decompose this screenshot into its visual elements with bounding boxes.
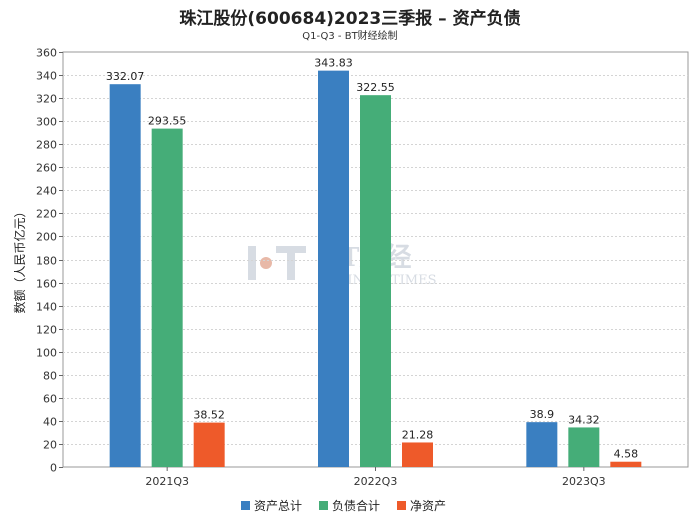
- y-tick-label: 300: [36, 116, 57, 129]
- chart-title: 珠江股份(600684)2023三季报 – 资产负债: [179, 9, 521, 29]
- bar: [568, 427, 600, 467]
- x-tick-label: 2022Q3: [354, 475, 398, 488]
- bar: [610, 461, 642, 467]
- data-label: 293.55: [148, 115, 187, 128]
- y-tick-label: 120: [36, 324, 57, 337]
- data-label: 34.32: [568, 413, 600, 426]
- y-tick-label: 40: [43, 416, 57, 429]
- chart-subtitle: Q1-Q3 - BT财经绘制: [302, 31, 398, 42]
- bar: [151, 128, 183, 467]
- bar: [193, 422, 225, 467]
- y-tick-label: 260: [36, 162, 57, 175]
- data-label: 322.55: [356, 81, 395, 94]
- legend-label: 净资产: [410, 499, 446, 513]
- legend-label: 负债合计: [332, 498, 380, 513]
- y-tick-label: 20: [43, 439, 57, 452]
- y-tick-label: 360: [36, 47, 57, 60]
- y-axis-label: 数额（人民币亿元）: [12, 205, 27, 313]
- data-label: 4.58: [614, 448, 639, 461]
- x-tick-label: 2021Q3: [145, 475, 189, 488]
- data-label: 332.07: [106, 70, 145, 83]
- y-tick-label: 340: [36, 70, 57, 83]
- data-label: 38.52: [193, 409, 225, 422]
- bar: [526, 422, 558, 467]
- bar: [109, 84, 141, 467]
- y-tick-label: 160: [36, 278, 57, 291]
- y-tick-label: 200: [36, 231, 57, 244]
- y-tick-label: 0: [50, 462, 57, 475]
- legend-swatch: [319, 501, 328, 510]
- data-label: 38.9: [530, 408, 555, 421]
- y-tick-label: 60: [43, 393, 57, 406]
- y-tick-label: 320: [36, 93, 57, 106]
- bar: [318, 70, 349, 468]
- bar: [402, 442, 433, 467]
- y-tick-label: 180: [36, 255, 57, 268]
- y-tick-label: 140: [36, 301, 57, 314]
- y-tick-label: 280: [36, 139, 57, 152]
- legend-label: 资产总计: [254, 499, 302, 513]
- bar: [360, 95, 391, 468]
- data-label: 343.83: [314, 57, 353, 70]
- y-tick-label: 220: [36, 208, 57, 221]
- legend-swatch: [397, 501, 406, 510]
- y-tick-label: 240: [36, 185, 57, 198]
- x-tick-label: 2023Q3: [562, 475, 606, 488]
- legend-swatch: [241, 501, 250, 510]
- y-tick-label: 100: [36, 347, 57, 360]
- data-label: 21.28: [402, 428, 434, 441]
- y-tick-label: 80: [43, 370, 57, 383]
